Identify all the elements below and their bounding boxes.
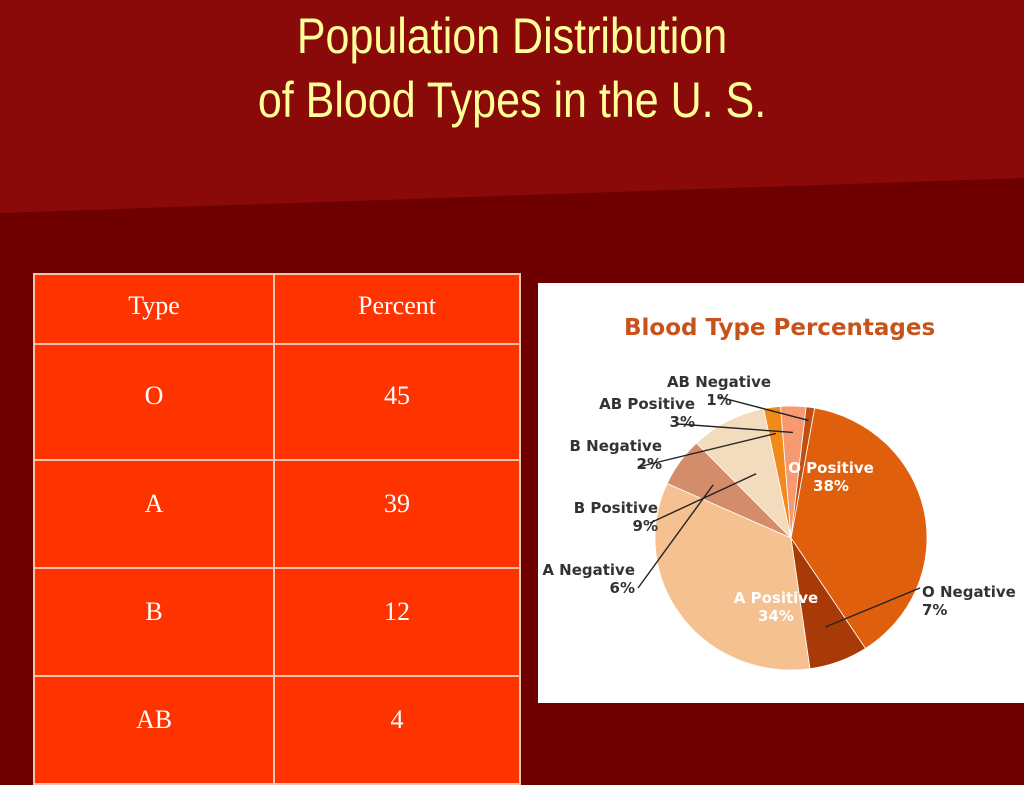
title-line-2: of Blood Types in the U. S. <box>257 72 767 128</box>
leader-line <box>825 587 921 628</box>
cell-type: A <box>33 459 275 569</box>
background-band <box>0 0 1024 213</box>
table-row: B 12 <box>33 567 521 677</box>
title-line-1: Population Distribution <box>296 8 728 64</box>
cell-percent: 39 <box>273 459 521 569</box>
slice-label: O Negative 7% <box>922 583 1016 619</box>
slice-label: A Positive 34% <box>734 589 818 625</box>
table-row: O 45 <box>33 343 521 461</box>
leader-line <box>637 484 714 589</box>
cell-type: B <box>33 567 275 677</box>
cell-percent: 4 <box>273 675 521 785</box>
pie-slice-ab-negative <box>790 406 816 539</box>
cell-type: O <box>33 343 275 461</box>
leader-line <box>649 473 757 524</box>
chart-title: Blood Type Percentages <box>624 315 935 341</box>
slide-title: Population Distribution of Blood Types i… <box>72 4 953 132</box>
blood-type-table: Type Percent O 45 A 39 B 12 AB 4 <box>33 273 521 785</box>
cell-percent: 12 <box>273 567 521 677</box>
slice-label: O Positive 38% <box>788 459 874 495</box>
slice-label: AB Negative 1% <box>667 373 771 409</box>
pie-chart: Blood Type Percentages O Positive 38% O Ne… <box>542 315 1016 671</box>
cell-percent: 45 <box>273 343 521 461</box>
header-percent: Percent <box>273 273 521 345</box>
pie-slice-a-positive <box>654 482 811 671</box>
table-row: A 39 <box>33 459 521 569</box>
cell-type: AB <box>33 675 275 785</box>
slice-label: B Negative2% <box>569 437 662 473</box>
header-type: Type <box>33 273 275 345</box>
table-header-row: Type Percent <box>33 273 521 345</box>
slice-label: AB Positive 3% <box>599 395 695 431</box>
leader-line <box>637 432 777 468</box>
leader-line <box>677 423 793 434</box>
slice-label: A Negative 6% <box>542 561 635 597</box>
slice-label: B Positive 9% <box>574 499 658 535</box>
table-row: AB 4 <box>33 675 521 785</box>
leader-line <box>718 396 809 422</box>
pie-chart-panel: Blood Type Percentages O Positive 38% O Ne… <box>538 283 1024 703</box>
